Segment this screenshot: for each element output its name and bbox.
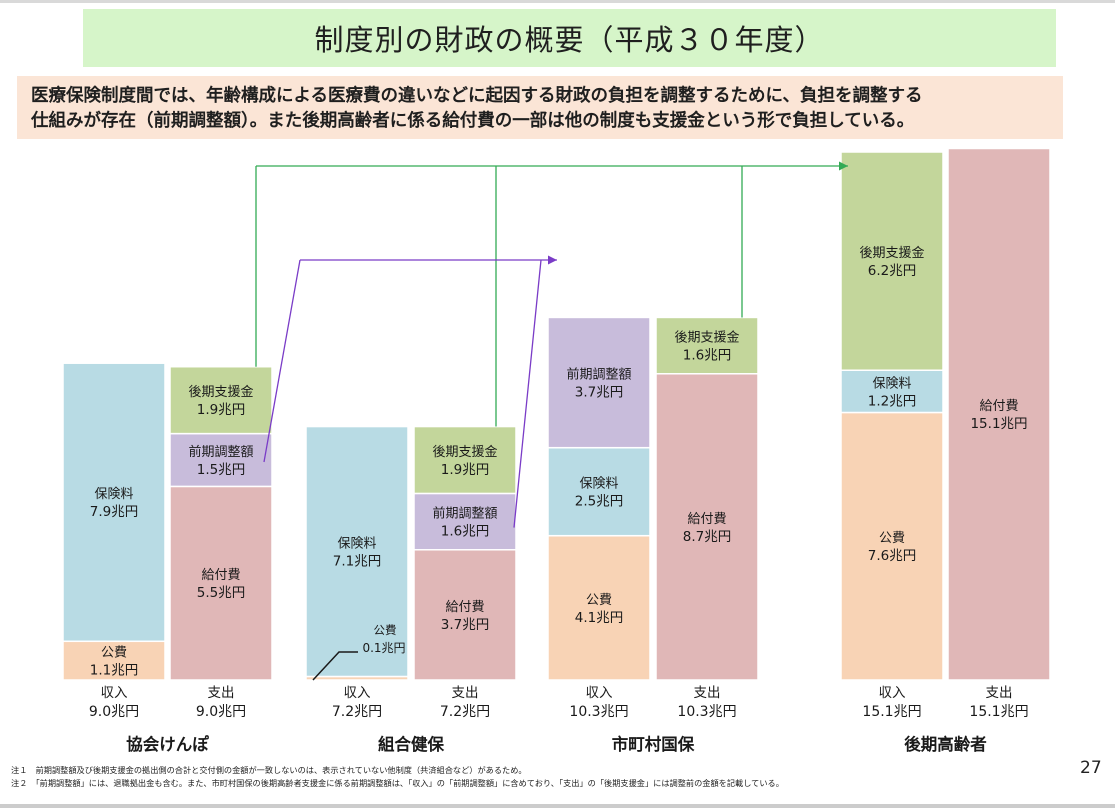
segment-value-2-0-1: 2.5兆円: [575, 494, 623, 510]
segment-name-0-1-1: 前期調整額: [188, 444, 253, 460]
footnote-1: 注１ 前期調整額及び後期支援金の拠出側の合計と交付側の金額が一致しないのは、表示…: [11, 765, 527, 775]
bar-segment-1-0-1: [305, 425, 409, 678]
group-name-1: 組合健保: [378, 734, 445, 754]
segment-value-3-0-2: 6.2兆円: [868, 263, 916, 279]
segment-name-2-0-2: 前期調整額: [566, 367, 631, 383]
segment-name-0-1-2: 後期支援金: [188, 384, 253, 400]
bar-segment-0-1-0: [169, 485, 273, 681]
segment-value-2-0-0: 4.1兆円: [575, 610, 623, 626]
segment-name-0-0-1: 保険料: [94, 487, 133, 502]
slide-title-text: 制度別の財政の概要（平成３０年度）: [314, 23, 825, 57]
bar-total-0-1: 9.0兆円: [196, 704, 246, 720]
segment-value-2-1-0: 8.7兆円: [683, 529, 731, 545]
bar-segment-1-1-0: [413, 549, 517, 681]
segment-value-1-1-0: 3.7兆円: [441, 617, 489, 633]
bar-label-3-1: 支出: [986, 685, 1013, 701]
bar-label-2-1: 支出: [694, 685, 721, 701]
bottom-border: [0, 804, 1115, 808]
bar-total-2-0: 10.3兆円: [569, 704, 628, 720]
segment-name-2-0-0: 公費: [586, 593, 612, 608]
segment-value-3-0-1: 1.2兆円: [868, 393, 916, 409]
bar-total-2-1: 10.3兆円: [677, 704, 736, 720]
segment-value-0-1-0: 5.5兆円: [197, 585, 245, 601]
bar-total-1-0: 7.2兆円: [332, 704, 382, 720]
bar-label-1-1: 支出: [452, 685, 479, 701]
segment-name-2-0-1: 保険料: [579, 477, 618, 492]
page-number: 27: [1080, 758, 1102, 778]
bar-label-3-0: 収入: [879, 685, 907, 701]
bar-segment-0-0-1: [62, 362, 166, 643]
bar-segment-3-1-0: [947, 147, 1051, 681]
callout-value: 0.1兆円: [362, 641, 405, 655]
segment-value-0-0-1: 7.9兆円: [90, 504, 138, 520]
group-name-3: 後期高齢者: [904, 734, 987, 754]
segment-value-1-1-1: 1.6兆円: [441, 524, 489, 540]
segment-value-1-0-1: 7.1兆円: [333, 554, 381, 570]
flow-koki-arrow-head: [839, 161, 848, 171]
segment-value-0-1-1: 1.5兆円: [197, 462, 245, 478]
segment-name-1-0-1: 保険料: [337, 537, 376, 552]
bar-label-0-1: 支出: [208, 685, 235, 701]
bar-total-1-1: 7.2兆円: [440, 704, 490, 720]
segment-name-1-1-2: 後期支援金: [432, 444, 497, 460]
bar-total-0-0: 9.0兆円: [89, 704, 139, 720]
segment-value-0-1-2: 1.9兆円: [197, 402, 245, 418]
footnote-2: 注２ 「前期調整額」には、退職拠出金も含む。また、市町村国保の後期高齢者支援金に…: [11, 778, 784, 788]
bar-segment-2-1-1: [655, 316, 759, 375]
segment-name-1-1-0: 給付費: [445, 600, 484, 615]
segment-value-3-1-0: 15.1兆円: [970, 416, 1027, 432]
bar-segment-3-0-2: [840, 151, 944, 371]
segment-value-0-0-0: 1.1兆円: [90, 663, 138, 679]
bar-segment-1-1-2: [413, 425, 517, 495]
bar-label-1-0: 収入: [344, 685, 371, 701]
segment-value-1-1-2: 1.9兆円: [441, 462, 489, 478]
bar-total-3-0: 15.1兆円: [862, 704, 921, 720]
segment-value-3-0-0: 7.6兆円: [868, 548, 916, 564]
description-line-2: 仕組みが存在（前期調整額）。また後期高齢者に係る給付費の一部は他の制度も支援金と…: [31, 111, 915, 131]
segment-name-3-0-1: 保険料: [872, 376, 911, 391]
segment-name-1-1-1: 前期調整額: [432, 506, 497, 522]
bar-total-3-1: 15.1兆円: [969, 704, 1028, 720]
segment-name-0-1-0: 給付費: [201, 568, 240, 583]
bar-segment-1-1-1: [413, 492, 517, 551]
callout-line: [312, 651, 358, 681]
bar-segment-0-1-1: [169, 432, 273, 488]
slide-title: 制度別の財政の概要（平成３０年度）: [83, 9, 1056, 67]
segment-name-3-0-0: 公費: [879, 531, 905, 546]
segment-name-3-0-2: 後期支援金: [859, 245, 924, 261]
bar-segment-2-1-0: [655, 373, 759, 681]
segment-name-3-1-0: 給付費: [979, 399, 1018, 414]
bar-segment-2-0-1: [547, 446, 651, 537]
bar-label-0-0: 収入: [101, 685, 128, 701]
flow-zenki-from-kumiai: [513, 259, 542, 528]
segment-name-2-1-0: 給付費: [687, 512, 726, 527]
flow-zenki-from-kyokai: [263, 259, 301, 463]
description-line-1: 医療保険制度間では、年齢構成による医療費の違いなどに起因する財政の負担を調整する…: [31, 86, 923, 106]
segment-value-2-0-2: 3.7兆円: [575, 385, 623, 401]
group-name-0: 協会けんぽ: [126, 734, 209, 754]
bar-label-2-0: 収入: [586, 685, 614, 701]
callout-name: 公費: [374, 623, 397, 637]
segment-name-0-0-0: 公費: [101, 646, 127, 661]
group-name-2: 市町村国保: [612, 734, 695, 754]
flow-zenki-arrow-head: [548, 255, 557, 265]
bar-segment-2-0-0: [547, 534, 651, 681]
description-box: 医療保険制度間では、年齢構成による医療費の違いなどに起因する財政の負担を調整する…: [17, 76, 1063, 139]
segment-value-2-1-1: 1.6兆円: [683, 348, 731, 364]
segment-name-2-1-1: 後期支援金: [674, 330, 739, 346]
bar-segment-2-0-2: [547, 316, 651, 449]
top-border: [0, 0, 1115, 3]
bar-segment-0-1-2: [169, 365, 273, 435]
